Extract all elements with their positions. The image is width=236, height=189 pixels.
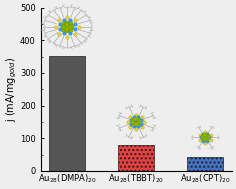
Bar	[49, 56, 85, 171]
Bar	[118, 146, 154, 171]
Bar	[187, 157, 223, 171]
Y-axis label: j (mA/mg$_{gold}$): j (mA/mg$_{gold}$)	[4, 57, 19, 122]
